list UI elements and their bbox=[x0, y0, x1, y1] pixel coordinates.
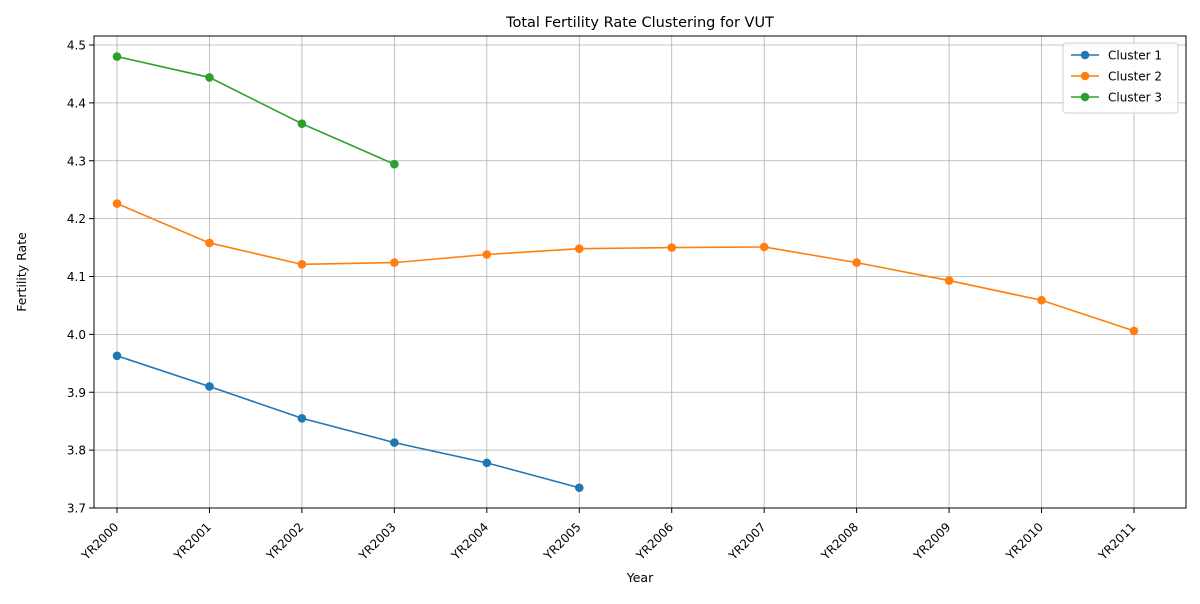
data-point bbox=[112, 199, 122, 208]
series-line bbox=[116, 202, 1135, 332]
x-tick-label: YR2011 bbox=[1095, 520, 1138, 563]
x-tick-label: YR2003 bbox=[356, 520, 399, 563]
grid-layer bbox=[94, 36, 1186, 509]
series-layer bbox=[112, 52, 1139, 493]
legend-marker bbox=[1080, 50, 1090, 60]
data-point bbox=[297, 119, 307, 129]
x-tick-label: YR2001 bbox=[171, 520, 214, 563]
series-2 bbox=[112, 199, 1139, 336]
legend-item-2: Cluster 2 bbox=[1071, 70, 1162, 84]
legend-item-3: Cluster 3 bbox=[1071, 91, 1162, 105]
x-tick-label: YR2010 bbox=[1003, 520, 1046, 563]
y-axis-label: Fertility Rate bbox=[14, 232, 29, 312]
x-tick-label: YR2004 bbox=[448, 520, 491, 563]
data-point bbox=[390, 258, 399, 267]
plot-frame bbox=[93, 35, 1187, 509]
y-tick-label: 3.9 bbox=[67, 386, 86, 400]
series-line bbox=[116, 355, 580, 489]
data-point bbox=[390, 438, 399, 447]
data-point bbox=[205, 73, 214, 82]
y-tick-label: 4.4 bbox=[67, 96, 86, 110]
legend-marker bbox=[1080, 71, 1090, 81]
data-point bbox=[1129, 326, 1139, 336]
data-point bbox=[667, 243, 677, 252]
data-point bbox=[482, 458, 492, 468]
y-tick-label: 4.2 bbox=[67, 212, 86, 226]
data-point bbox=[482, 250, 492, 259]
legend: Cluster 1 Cluster 2 Cluster 3 bbox=[1062, 42, 1179, 114]
data-point bbox=[1037, 295, 1046, 305]
data-point bbox=[112, 351, 122, 361]
tick-layer: YR2000 YR2001 YR2002 YR2003 YR2004 YR2005 YR20… bbox=[67, 39, 1139, 564]
x-tick-label: YR2002 bbox=[263, 520, 306, 563]
x-tick-label: YR2008 bbox=[818, 520, 861, 563]
legend-label: Cluster 1 bbox=[1108, 49, 1162, 63]
x-tick-label: YR2009 bbox=[910, 520, 953, 563]
y-tick-label: 3.7 bbox=[67, 502, 86, 516]
series-3 bbox=[112, 52, 399, 169]
data-point bbox=[112, 52, 122, 61]
y-tick-label: 3.8 bbox=[67, 444, 86, 458]
y-tick-label: 4.3 bbox=[67, 154, 86, 168]
y-tick-label: 4.5 bbox=[67, 39, 86, 53]
legend-marker bbox=[1080, 92, 1090, 102]
data-point bbox=[297, 260, 307, 269]
data-point bbox=[390, 159, 399, 169]
chart-title: Total Fertility Rate Clustering for VUT bbox=[505, 15, 774, 31]
legend-label: Cluster 3 bbox=[1108, 91, 1162, 105]
data-point bbox=[205, 382, 214, 391]
legend-label: Cluster 2 bbox=[1108, 70, 1162, 84]
series-line bbox=[116, 55, 395, 165]
y-tick-label: 4.0 bbox=[67, 328, 86, 342]
legend-item-1: Cluster 1 bbox=[1071, 49, 1162, 63]
legend-box bbox=[1062, 42, 1179, 114]
data-point bbox=[944, 276, 954, 285]
y-tick-label: 4.1 bbox=[67, 270, 86, 284]
data-point bbox=[759, 242, 769, 252]
x-tick-label: YR2005 bbox=[540, 520, 583, 563]
x-axis-label: Year bbox=[626, 570, 654, 585]
x-tick-label: YR2006 bbox=[633, 520, 676, 563]
data-point bbox=[574, 244, 584, 254]
data-point bbox=[574, 483, 584, 493]
data-point bbox=[205, 238, 214, 248]
x-tick-label: YR2007 bbox=[725, 520, 768, 563]
x-tick-label: YR2000 bbox=[78, 520, 121, 563]
data-point bbox=[297, 413, 307, 423]
series-1 bbox=[112, 351, 584, 493]
data-point bbox=[852, 258, 861, 267]
